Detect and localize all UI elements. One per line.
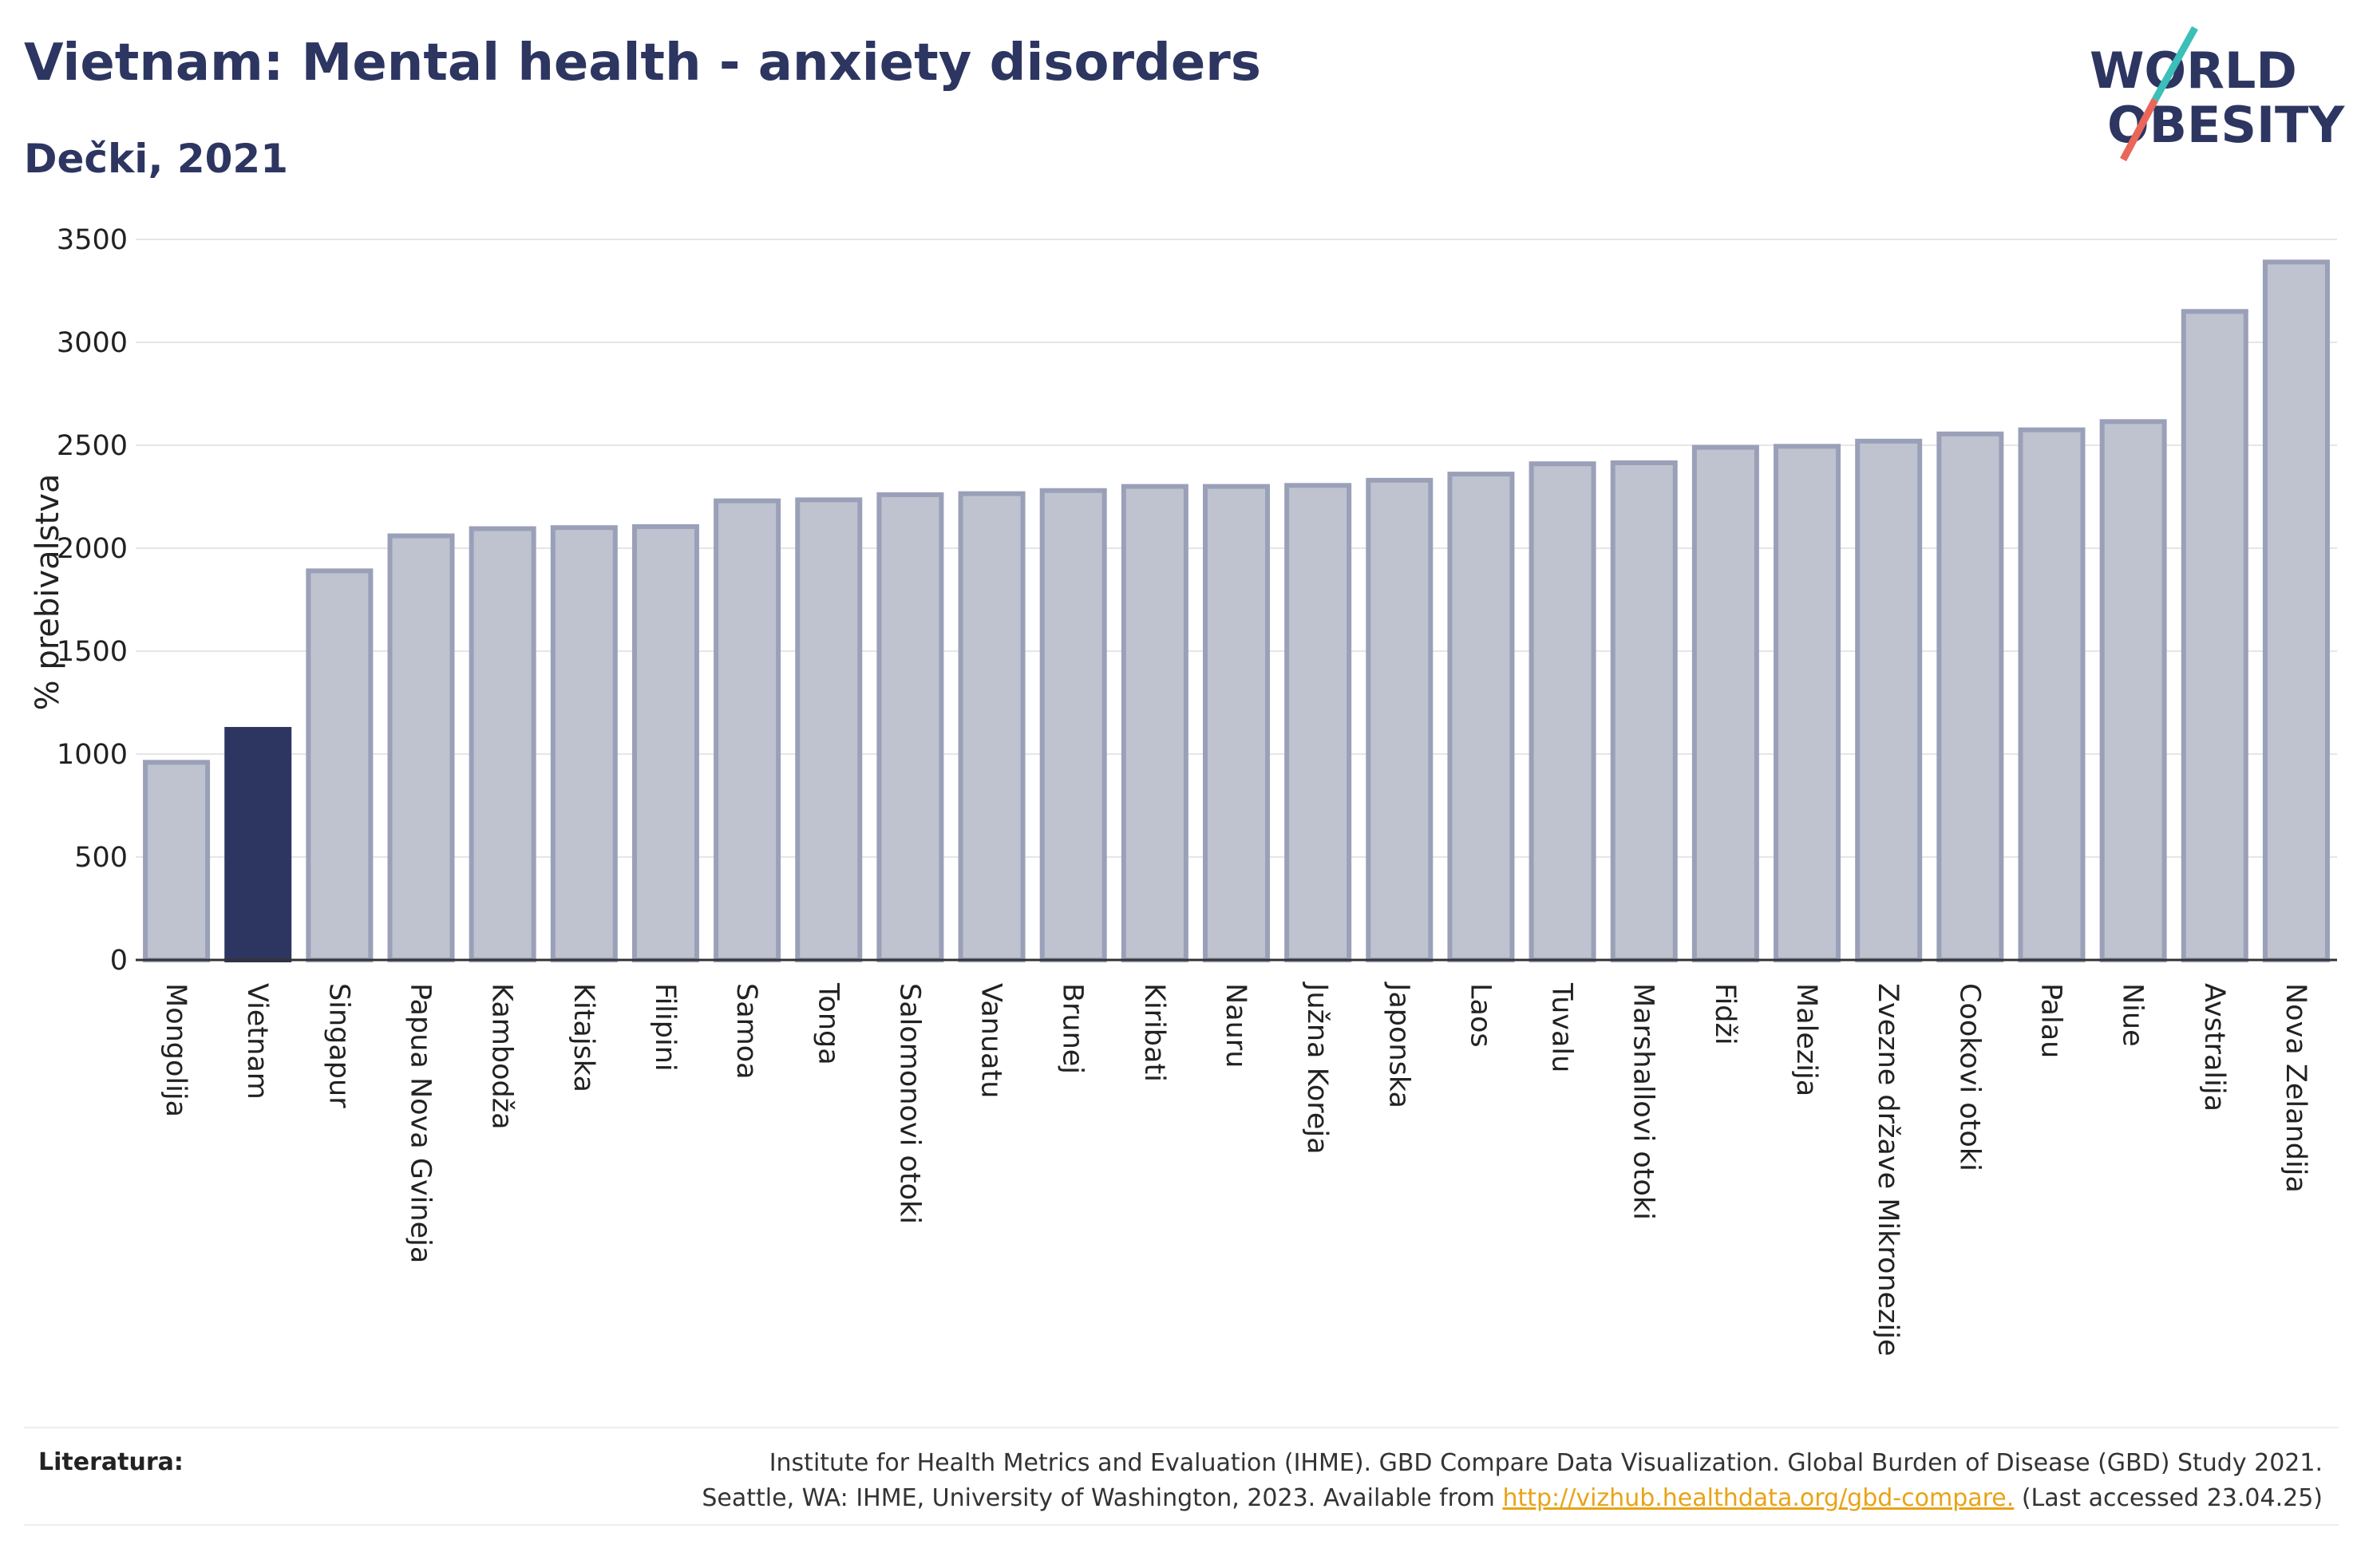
bar-25 bbox=[2181, 309, 2248, 962]
x-tick-label: Južna Koreja bbox=[1301, 981, 1333, 1155]
y-tick-label: 2500 bbox=[57, 430, 128, 462]
y-tick-label: 1500 bbox=[57, 636, 128, 668]
bar-5 bbox=[550, 525, 618, 962]
x-tick-label: Marshallovi otoki bbox=[1627, 983, 1659, 1220]
gbd-compare-link[interactable]: http://vizhub.healthdata.org/gbd-compare… bbox=[1502, 1484, 2015, 1512]
bar-15 bbox=[1366, 477, 1434, 962]
y-tick-label: 500 bbox=[74, 842, 128, 874]
bar-24 bbox=[2099, 419, 2167, 962]
logo-slash-red bbox=[2120, 97, 2158, 162]
x-tick-label: Kiribati bbox=[1138, 983, 1170, 1082]
footer-divider-bottom bbox=[24, 1524, 2339, 1526]
bar-18 bbox=[1610, 460, 1678, 962]
x-tick-label: Nauru bbox=[1220, 983, 1252, 1068]
reference-line-1: Institute for Health Metrics and Evaluat… bbox=[769, 1449, 2323, 1477]
x-tick-label: Salomonovi otoki bbox=[893, 983, 925, 1224]
x-tick-label: Singapur bbox=[322, 983, 354, 1108]
bar-7 bbox=[714, 498, 781, 962]
bar-20 bbox=[1774, 444, 1841, 962]
bar-3 bbox=[387, 533, 455, 962]
bar-8 bbox=[795, 497, 863, 962]
x-tick-label: Kambodža bbox=[486, 983, 518, 1130]
y-tick-label: 0 bbox=[110, 945, 128, 977]
x-tick-label: Brunej bbox=[1057, 983, 1089, 1074]
x-tick-label: Palau bbox=[2035, 983, 2066, 1058]
bar-26 bbox=[2262, 259, 2330, 962]
y-axis-label: % prebivalstva bbox=[30, 474, 66, 711]
y-tick-label: 2000 bbox=[57, 533, 128, 565]
logo-line1: WORLD bbox=[2090, 41, 2297, 100]
x-tick-label: Vietnam bbox=[241, 983, 273, 1100]
x-tick-label: Niue bbox=[2117, 983, 2149, 1047]
x-tick-label: Avstralija bbox=[2198, 983, 2230, 1112]
x-tick-label: Mongolija bbox=[160, 983, 192, 1117]
x-tick-label: Vanuatu bbox=[975, 983, 1007, 1098]
references-text: Institute for Health Metrics and Evaluat… bbox=[702, 1446, 2323, 1516]
x-tick-label: Papua Nova Gvineja bbox=[405, 983, 437, 1263]
bar-0 bbox=[143, 760, 211, 962]
bar-23 bbox=[2018, 427, 2086, 962]
x-tick-label: Japonska bbox=[1382, 981, 1414, 1108]
y-tick-label: 1000 bbox=[57, 739, 128, 771]
x-tick-label: Filipini bbox=[649, 983, 681, 1072]
world-obesity-logo: WORLD OBESITY bbox=[2090, 26, 2345, 162]
reference-line-2: Seattle, WA: IHME, University of Washing… bbox=[702, 1481, 2323, 1516]
x-axis-ticks: Mongolija Vietnam Singapur Papua Nova Gvine… bbox=[160, 981, 2312, 1357]
reference-line-2-suffix: (Last accessed 23.04.25) bbox=[2014, 1484, 2323, 1512]
x-tick-label: Tonga bbox=[812, 982, 844, 1065]
x-tick-label: Samoa bbox=[730, 983, 762, 1080]
y-tick-label: 3500 bbox=[57, 224, 128, 256]
x-tick-label: Fidži bbox=[1709, 983, 1741, 1045]
bar-21 bbox=[1855, 438, 1923, 962]
bar-4 bbox=[469, 526, 536, 962]
bar-10 bbox=[958, 491, 1026, 962]
x-tick-label: Cookovi otoki bbox=[1953, 983, 1985, 1171]
bar-14 bbox=[1284, 483, 1352, 962]
x-tick-label: Zvezne države Mikronezije bbox=[1872, 983, 1904, 1357]
bar-16 bbox=[1447, 472, 1515, 962]
y-axis-ticks: 0 500 1000 1500 2000 2500 3000 3500 bbox=[57, 224, 128, 977]
x-tick-label: Laos bbox=[1464, 983, 1496, 1048]
bar-17 bbox=[1529, 461, 1596, 962]
bar-2 bbox=[306, 568, 374, 962]
bar-22 bbox=[1936, 431, 2004, 962]
chart-subtitle: Dečki, 2021 bbox=[24, 136, 289, 182]
bar-9 bbox=[876, 492, 944, 962]
bar-chart: 0 500 1000 1500 2000 2500 3000 3500 Mongolija Vi… bbox=[30, 224, 2337, 1357]
logo-line2: OBESITY bbox=[2107, 96, 2345, 154]
reference-line-2-prefix: Seattle, WA: IHME, University of Washing… bbox=[702, 1484, 1503, 1512]
bar-13 bbox=[1203, 484, 1270, 962]
y-tick-label: 3000 bbox=[57, 327, 128, 359]
footer-divider-top bbox=[24, 1427, 2339, 1428]
bars bbox=[143, 259, 2330, 962]
bar-12 bbox=[1121, 484, 1188, 962]
bar-11 bbox=[1039, 488, 1107, 962]
x-tick-label: Kitajska bbox=[568, 983, 599, 1092]
x-tick-label: Tuvalu bbox=[1546, 982, 1578, 1072]
logo-slash-teal bbox=[2152, 26, 2198, 102]
bar-1 bbox=[224, 727, 292, 962]
x-tick-label: Nova Zelandija bbox=[2280, 983, 2312, 1193]
bar-19 bbox=[1691, 444, 1759, 962]
bar-6 bbox=[631, 523, 699, 962]
references-label: Literatura: bbox=[38, 1448, 184, 1476]
chart-title: Vietnam: Mental health - anxiety disorde… bbox=[24, 34, 1261, 93]
x-tick-label: Malezija bbox=[1790, 983, 1822, 1096]
